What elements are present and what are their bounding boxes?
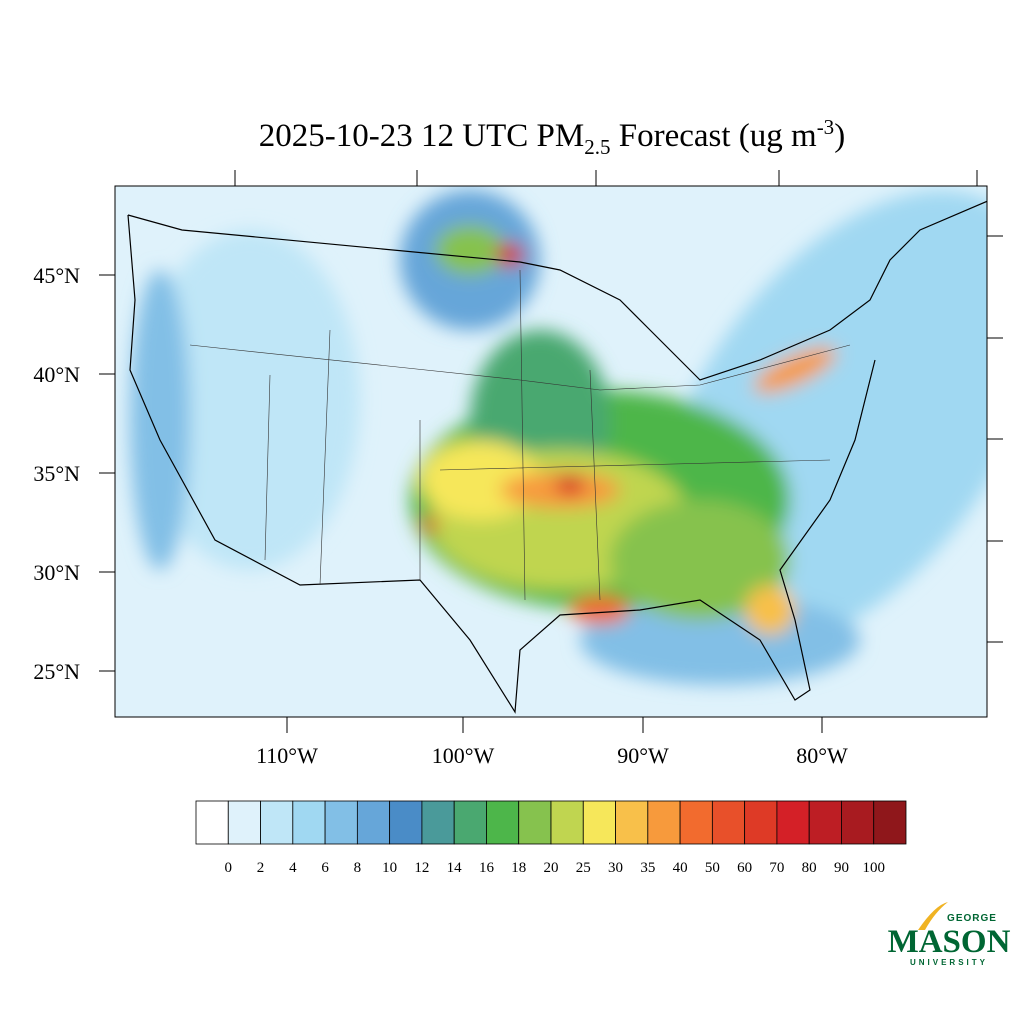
- colorbar-label: 60: [737, 860, 752, 876]
- lat-label: 35°N: [33, 461, 80, 486]
- colorbar-label: 14: [447, 860, 463, 876]
- colorbar-box: [550, 800, 584, 845]
- coastline: [127, 200, 987, 714]
- colorbar-label: 12: [414, 860, 429, 876]
- colorbar-label: 90: [834, 860, 849, 876]
- logo-name: MASON: [888, 924, 1011, 960]
- logo: GEORGE MASON UNIVERSITY: [888, 902, 1011, 967]
- colorbar-box: [679, 800, 713, 845]
- map-frame: [114, 185, 988, 718]
- lat-label: 45°N: [33, 263, 80, 288]
- frame-ticks: [99, 170, 1003, 733]
- colorbar-box: [356, 800, 391, 845]
- lat-label: 30°N: [33, 560, 80, 585]
- pm-field: [130, 190, 987, 685]
- title-end: ): [834, 118, 845, 154]
- colorbar-box: [324, 800, 358, 845]
- colorbar-label: 20: [544, 860, 559, 876]
- colorbar-box: [841, 800, 875, 845]
- lon-label: 110°W: [256, 743, 318, 768]
- colorbar-box: [776, 800, 810, 845]
- colorbar-label: 100: [862, 860, 885, 876]
- colorbar-box: [453, 800, 487, 845]
- axis-labels: 45°N 40°N 35°N 30°N 25°N 110°W 100°W 90°W 80°W: [33, 263, 848, 768]
- colorbar-label: 0: [225, 860, 233, 876]
- colorbar: 0 2 4 6 8 10 12 14 16 18 20 25 30 35 40 50 60 70 80 90 100: [195, 800, 907, 876]
- colorbar-label: 6: [321, 860, 329, 876]
- colorbar-box: [389, 800, 423, 845]
- colorbar-box: [421, 800, 455, 845]
- colorbar-box: [873, 800, 907, 845]
- colorbar-label: 30: [608, 860, 623, 876]
- lat-label: 25°N: [33, 659, 80, 684]
- title-rest: Forecast (ug m: [610, 118, 817, 154]
- colorbar-box: [195, 800, 229, 845]
- state-borders: [189, 269, 851, 601]
- lon-label: 100°W: [432, 743, 495, 768]
- colorbar-label: 18: [511, 860, 526, 876]
- colorbar-label: 4: [289, 860, 297, 876]
- colorbar-box: [486, 800, 520, 845]
- colorbar-label: 25: [576, 860, 591, 876]
- colorbar-box: [292, 800, 326, 845]
- colorbar-label: 35: [640, 860, 655, 876]
- lon-label: 80°W: [796, 743, 848, 768]
- colorbar-box: [582, 800, 616, 845]
- colorbar-label: 40: [673, 860, 688, 876]
- colorbar-box: [615, 800, 649, 845]
- colorbar-label: 10: [382, 860, 397, 876]
- colorbar-box: [808, 800, 842, 845]
- title-superscript: -3: [817, 115, 835, 139]
- logo-top: GEORGE: [947, 913, 997, 924]
- title: 2025-10-23 12 UTC PM2.5 Forecast (ug m-3…: [259, 115, 845, 159]
- colorbar-box: [260, 800, 294, 845]
- lat-label: 40°N: [33, 362, 80, 387]
- title-main: 2025-10-23 12 UTC PM: [259, 118, 584, 154]
- colorbar-label: 16: [479, 860, 495, 876]
- colorbar-box: [647, 800, 681, 845]
- colorbar-box: [711, 800, 746, 845]
- colorbar-label: 50: [705, 860, 720, 876]
- colorbar-box: [227, 800, 261, 845]
- colorbar-box: [518, 800, 552, 845]
- title-subscript: 2.5: [584, 135, 610, 159]
- colorbar-label: 80: [802, 860, 817, 876]
- lon-label: 90°W: [617, 743, 669, 768]
- colorbar-box: [744, 800, 778, 845]
- logo-bottom: UNIVERSITY: [910, 958, 988, 967]
- map: [115, 186, 987, 717]
- colorbar-label: 70: [769, 860, 784, 876]
- colorbar-label: 8: [354, 860, 362, 876]
- colorbar-label: 2: [257, 860, 265, 876]
